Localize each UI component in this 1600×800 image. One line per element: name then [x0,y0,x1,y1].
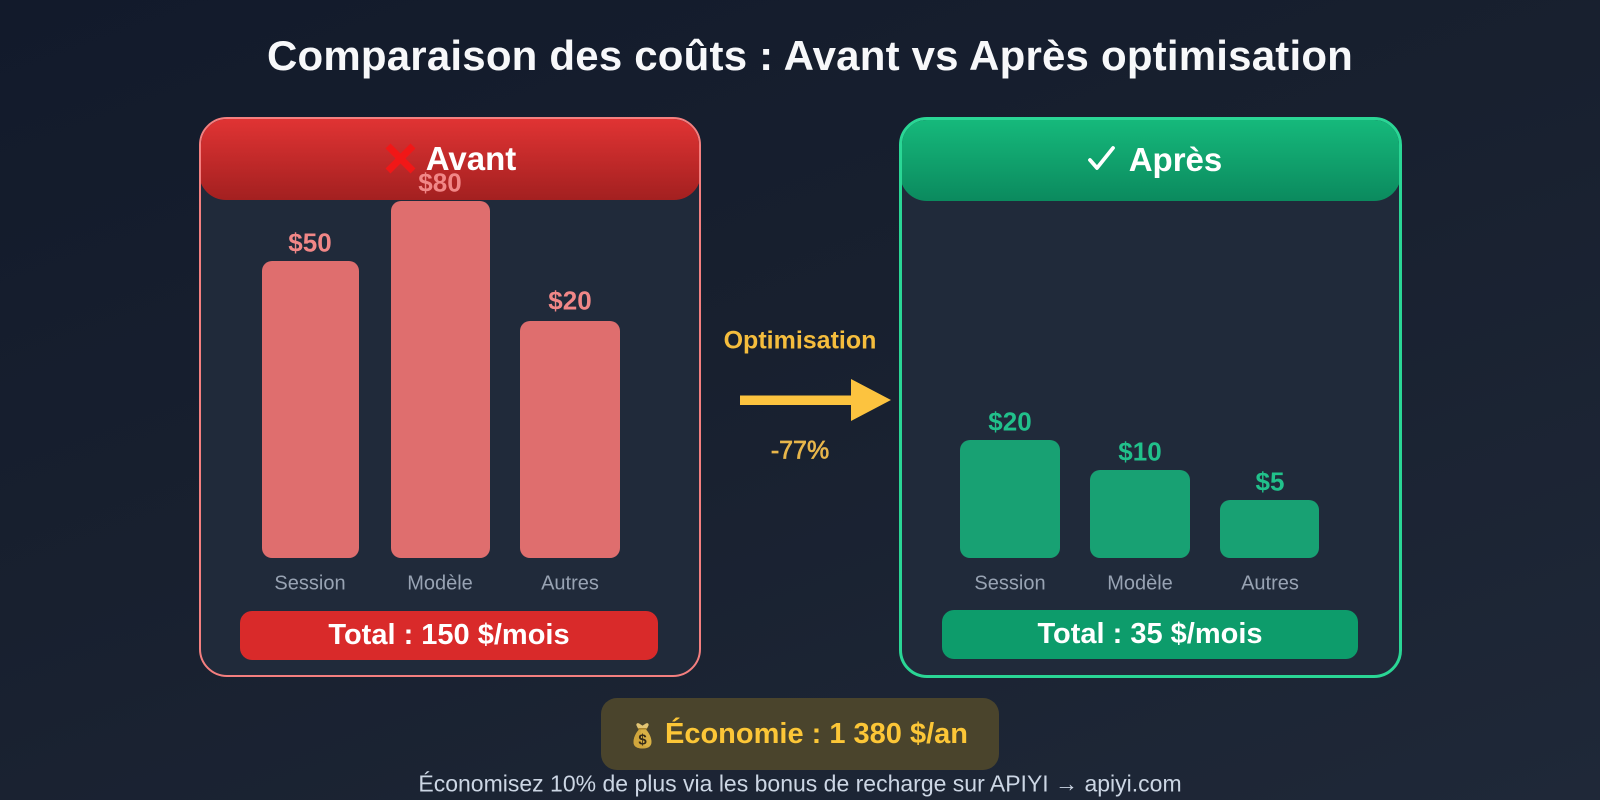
svg-text:$: $ [638,731,647,748]
